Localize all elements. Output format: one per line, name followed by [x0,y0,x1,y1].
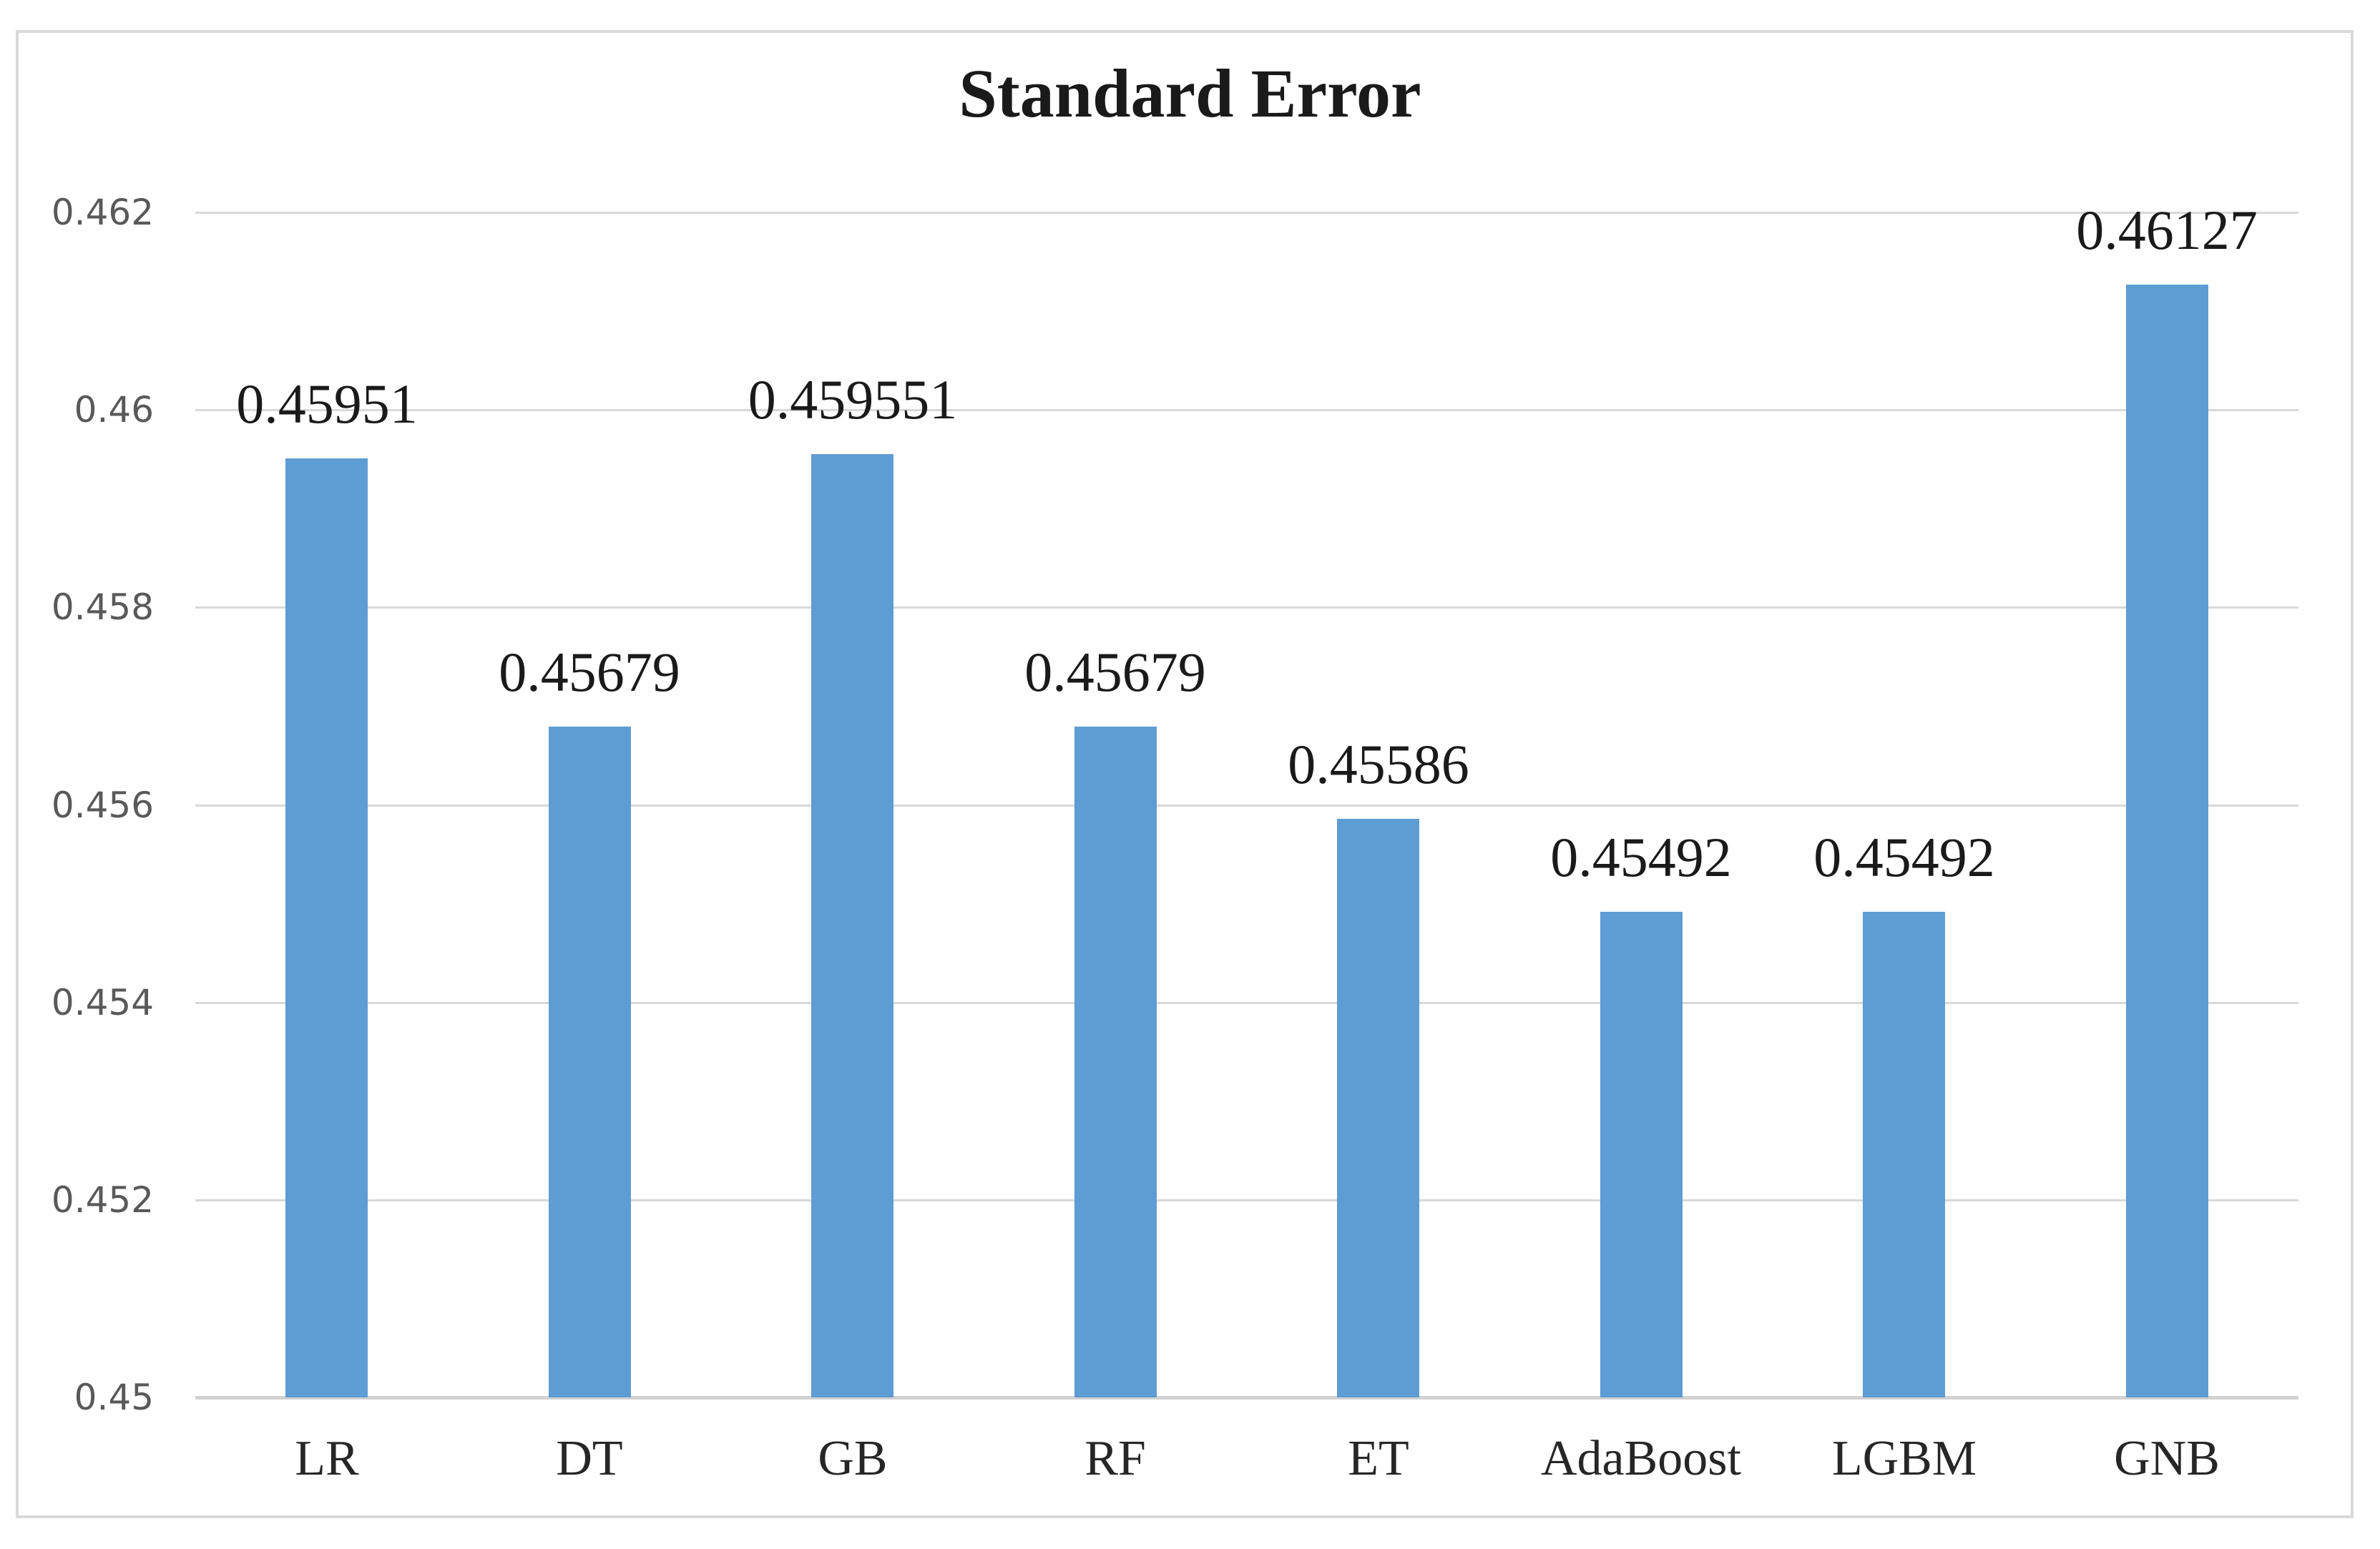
x-axis-label-lr: LR [295,1431,359,1486]
gridline [195,409,2298,411]
data-label-gnb: 0.46127 [2076,199,2258,261]
chart-title: Standard Error [959,55,1421,132]
y-axis-tick-label: 0.45 [74,1377,154,1418]
bar-et [1337,819,1419,1397]
y-axis-tick-label: 0.46 [74,389,154,431]
data-label-lr: 0.45951 [236,373,418,435]
data-label-rf: 0.45679 [1024,641,1206,703]
bar-adaboost [1600,912,1683,1397]
gridline [195,805,2298,807]
y-axis-tick-label: 0.456 [51,785,154,826]
x-axis-label-rf: RF [1084,1431,1146,1486]
bar-lgbm [1863,912,1945,1397]
data-label-gb: 0.459551 [748,368,958,431]
x-axis-label-et: ET [1348,1431,1409,1486]
x-axis-label-lgbm: LGBM [1831,1431,1977,1486]
x-axis-label-gb: GB [818,1431,888,1486]
data-label-et: 0.45586 [1288,733,1469,795]
bar-dt [549,727,631,1397]
x-axis-label-gnb: GNB [2114,1431,2220,1486]
gridline [195,1002,2298,1004]
bar-gnb [2126,285,2208,1397]
x-axis-label-adaboost: AdaBoost [1541,1431,1741,1486]
data-label-adaboost: 0.45492 [1550,826,1732,888]
data-label-dt: 0.45679 [499,641,680,703]
x-axis-line [195,1396,2298,1400]
y-axis-tick-label: 0.454 [51,982,154,1023]
gridline [195,1199,2298,1201]
data-label-lgbm: 0.45492 [1813,826,1995,888]
x-axis-label-dt: DT [556,1431,623,1486]
bar-rf [1074,727,1157,1397]
chart-frame [16,30,2354,1518]
gridline [195,606,2298,609]
bar-gb [811,454,893,1397]
y-axis-tick-label: 0.462 [51,192,154,233]
y-axis-tick-label: 0.458 [51,586,154,628]
gridline [195,212,2298,214]
bar-lr [285,458,368,1397]
y-axis-tick-label: 0.452 [51,1179,154,1221]
